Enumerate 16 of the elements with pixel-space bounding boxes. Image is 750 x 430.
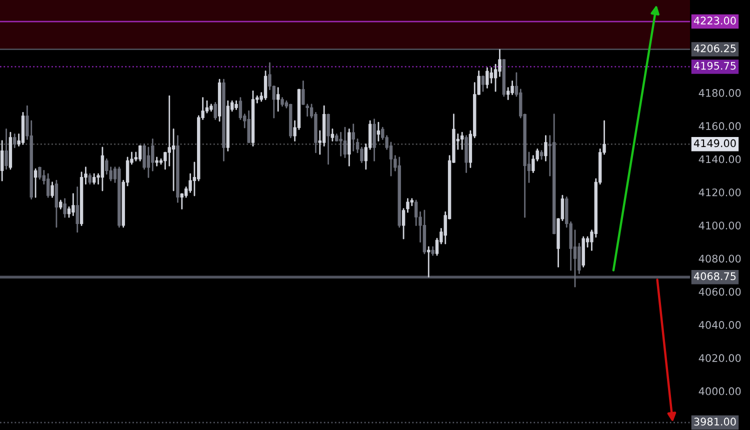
- y-tick-label: 4000.00: [698, 387, 741, 396]
- y-tick-label: 4120.00: [698, 188, 741, 196]
- y-tick-label: 4080.00: [698, 254, 741, 263]
- ref-line-label: 4195.75: [694, 62, 736, 70]
- y-tick-label: 4040.00: [698, 321, 741, 329]
- y-tick-label: 4140.00: [698, 155, 741, 164]
- y-tick-label: 4180.00: [698, 89, 741, 97]
- ref-line-label: 4068.75: [694, 272, 736, 280]
- y-tick-label: 4160.00: [698, 122, 741, 130]
- y-tick-label: 4100.00: [698, 222, 741, 230]
- ref-line-label: 4149.00: [694, 139, 736, 148]
- y-tick-label: 4060.00: [698, 288, 741, 296]
- ref-line-label: 3981.00: [694, 418, 736, 426]
- ref-line-label: 4223.00: [694, 16, 736, 25]
- y-tick-label: 4020.00: [698, 354, 741, 362]
- ref-line-label: 4206.25: [694, 44, 736, 52]
